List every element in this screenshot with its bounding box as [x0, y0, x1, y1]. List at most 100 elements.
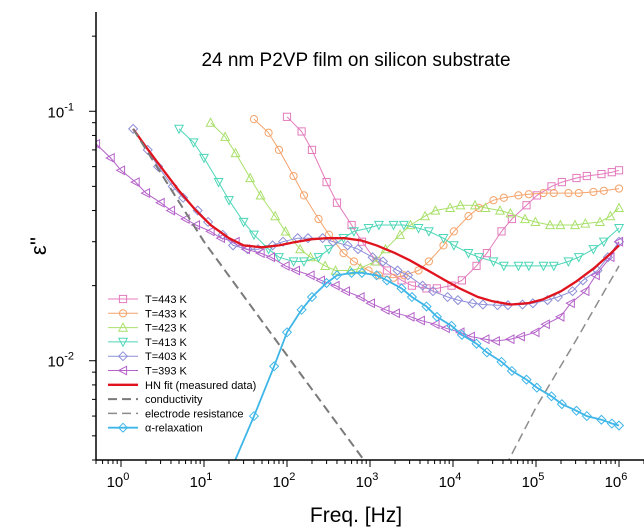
data-point [477, 299, 489, 310]
data-point [220, 131, 231, 141]
data-point [274, 145, 284, 155]
data-point [140, 188, 151, 199]
data-point [270, 210, 281, 221]
data-point [240, 244, 251, 255]
data-point [489, 196, 498, 205]
data-point [165, 205, 176, 216]
data-point [255, 248, 265, 259]
legend-item-t-393-k: T=393 K [108, 365, 188, 378]
series-line [132, 128, 620, 306]
data-point [295, 243, 306, 254]
data-point [382, 266, 392, 275]
data-point [452, 294, 464, 306]
data-point [390, 308, 400, 319]
data-point [404, 311, 415, 322]
data-point [539, 188, 548, 198]
legend-label: T=443 K [145, 294, 188, 306]
data-point [471, 338, 482, 349]
data-point [349, 257, 359, 266]
data-point [321, 277, 332, 289]
data-point [569, 219, 581, 230]
legend: T=443 K T=433 K T=423 K T=413 K T=403 K T=393… [108, 294, 256, 435]
data-point [198, 153, 210, 164]
data-point [395, 229, 406, 239]
x-tick-label: 103 [356, 471, 379, 491]
data-point [557, 178, 566, 187]
data-point [339, 249, 348, 258]
data-point [381, 275, 393, 286]
data-point [245, 172, 256, 183]
data-point [105, 152, 115, 163]
data-point [548, 261, 559, 272]
data-point [205, 226, 215, 237]
data-point [519, 213, 531, 224]
data-point [302, 233, 314, 244]
data-point [377, 256, 389, 267]
data-point [588, 245, 599, 255]
data-point [406, 291, 418, 303]
data-point [613, 420, 625, 431]
series-layer [96, 112, 625, 460]
series-line [178, 128, 620, 267]
legend-marker [117, 322, 129, 332]
axes-layer: 100 101 102 103 104 105 106 10-2 10-1 [48, 12, 644, 491]
data-point [327, 236, 339, 247]
data-point [365, 298, 375, 309]
x-axis-title: Freq. [Hz] [310, 504, 402, 527]
series-line [286, 116, 620, 289]
data-point [442, 291, 453, 303]
data-point [322, 178, 331, 187]
data-point [506, 365, 517, 377]
data-point [549, 188, 558, 198]
data-point [280, 260, 290, 271]
data-point [556, 399, 567, 410]
data-point [597, 169, 606, 179]
data-point [420, 210, 431, 221]
data-point [596, 414, 607, 425]
data-point [438, 234, 449, 244]
data-point [423, 227, 434, 237]
data-point [238, 217, 249, 228]
data-point [464, 211, 473, 221]
data-point [481, 347, 492, 358]
data-point [402, 270, 414, 281]
legend-marker [117, 365, 128, 376]
data-point [355, 292, 365, 303]
data-point [330, 265, 341, 275]
data-point [474, 203, 483, 212]
data-point [499, 193, 508, 202]
x-tick-label: 104 [439, 471, 462, 491]
data-point [340, 286, 350, 297]
data-point [332, 198, 342, 207]
data-point [280, 225, 291, 236]
data-point [264, 128, 273, 137]
data-point [230, 236, 240, 247]
data-point [342, 240, 353, 251]
legend-label: T=403 K [145, 351, 188, 363]
data-point [429, 319, 440, 330]
legend-item-t-403-k: T=403 K [108, 351, 188, 363]
data-point [388, 220, 399, 231]
data-point [313, 253, 324, 263]
data-point [448, 241, 459, 251]
data-point [405, 219, 416, 230]
data-point [407, 281, 417, 290]
data-point [497, 227, 506, 236]
legend-marker [117, 351, 129, 362]
data-point [546, 391, 557, 402]
data-point [574, 188, 583, 198]
data-point [522, 201, 531, 210]
legend-marker [117, 422, 129, 433]
data-point [590, 270, 600, 281]
data-point [430, 205, 441, 215]
data-point [565, 298, 575, 309]
data-point [488, 257, 499, 267]
data-point [514, 191, 523, 200]
x-tick-label: 101 [190, 471, 213, 491]
data-point [269, 361, 280, 372]
data-point [455, 199, 466, 210]
data-point [424, 257, 433, 266]
series-electrode-resistance [507, 265, 620, 460]
data-point [373, 220, 384, 231]
data-point [449, 227, 458, 236]
